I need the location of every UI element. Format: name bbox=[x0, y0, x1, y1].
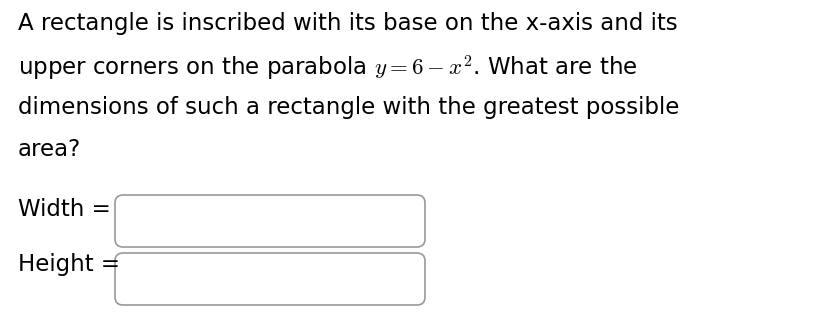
FancyBboxPatch shape bbox=[115, 253, 424, 305]
Text: upper corners on the parabola $y = 6 - x^2$. What are the: upper corners on the parabola $y = 6 - x… bbox=[18, 54, 637, 83]
FancyBboxPatch shape bbox=[115, 195, 424, 247]
Text: Height =: Height = bbox=[18, 253, 120, 276]
Text: dimensions of such a rectangle with the greatest possible: dimensions of such a rectangle with the … bbox=[18, 96, 679, 119]
Text: area?: area? bbox=[18, 138, 81, 161]
Text: Width =: Width = bbox=[18, 199, 111, 222]
Text: A rectangle is inscribed with its base on the x-axis and its: A rectangle is inscribed with its base o… bbox=[18, 12, 676, 35]
